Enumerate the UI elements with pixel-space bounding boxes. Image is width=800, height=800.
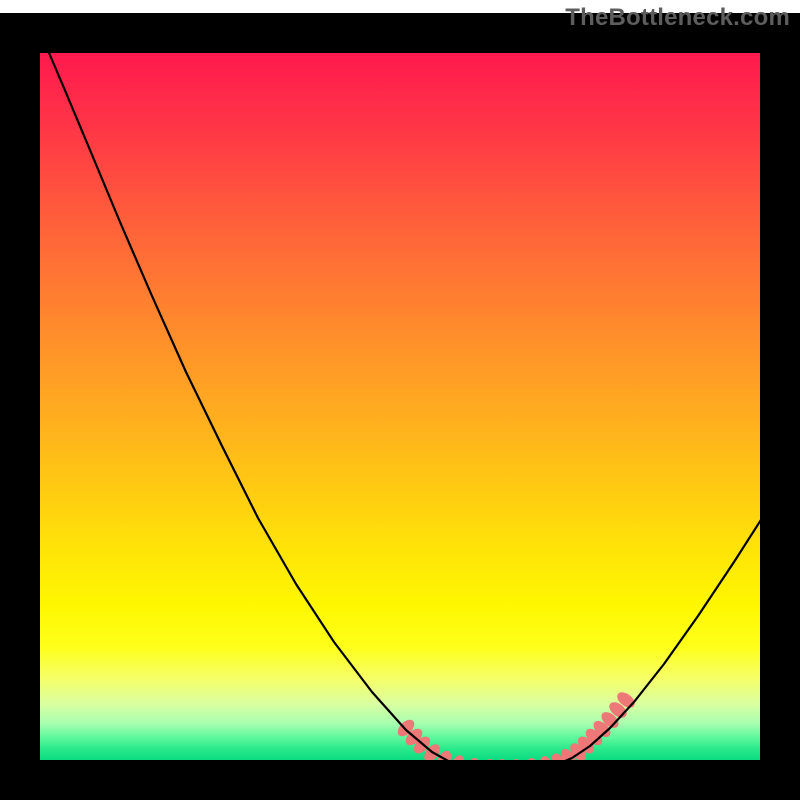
watermark-text: TheBottleneck.com <box>565 4 790 32</box>
gradient-background <box>40 53 760 760</box>
plot-area <box>40 34 780 779</box>
bottleneck-chart <box>0 0 800 800</box>
